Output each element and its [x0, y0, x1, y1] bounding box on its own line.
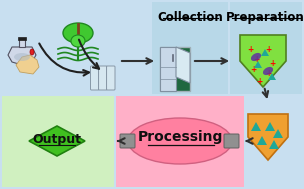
Ellipse shape: [263, 67, 273, 75]
Ellipse shape: [63, 23, 93, 43]
Polygon shape: [29, 126, 85, 156]
FancyBboxPatch shape: [246, 96, 302, 187]
Text: +: +: [265, 70, 271, 78]
Polygon shape: [251, 122, 261, 131]
Text: Collection: Collection: [157, 11, 223, 24]
Polygon shape: [269, 140, 279, 149]
Text: +: +: [250, 64, 256, 74]
Polygon shape: [160, 47, 176, 91]
Polygon shape: [8, 47, 36, 65]
Ellipse shape: [30, 49, 34, 55]
Ellipse shape: [251, 53, 261, 61]
FancyBboxPatch shape: [98, 66, 107, 90]
Text: Preparation: Preparation: [226, 11, 304, 24]
FancyBboxPatch shape: [2, 2, 150, 94]
Text: +: +: [265, 44, 271, 53]
FancyBboxPatch shape: [116, 96, 244, 187]
FancyBboxPatch shape: [106, 66, 115, 90]
Polygon shape: [19, 39, 25, 47]
Bar: [18, 37, 26, 40]
Text: +: +: [269, 60, 275, 68]
Polygon shape: [16, 55, 39, 74]
Ellipse shape: [14, 53, 30, 61]
FancyBboxPatch shape: [120, 134, 135, 148]
Text: Processing: Processing: [137, 130, 223, 144]
Polygon shape: [240, 35, 286, 87]
Polygon shape: [254, 61, 262, 68]
Ellipse shape: [128, 118, 232, 164]
FancyBboxPatch shape: [91, 66, 99, 90]
Polygon shape: [273, 129, 283, 138]
FancyBboxPatch shape: [160, 47, 190, 91]
Text: +: +: [247, 44, 253, 53]
Polygon shape: [257, 136, 267, 145]
FancyBboxPatch shape: [2, 96, 114, 187]
Text: Output: Output: [33, 132, 81, 146]
FancyBboxPatch shape: [152, 2, 228, 94]
Polygon shape: [265, 122, 275, 131]
Text: +: +: [253, 54, 259, 64]
Text: +: +: [256, 77, 262, 87]
Polygon shape: [268, 73, 276, 80]
Polygon shape: [176, 47, 190, 83]
Polygon shape: [248, 114, 288, 160]
FancyBboxPatch shape: [230, 2, 302, 94]
FancyBboxPatch shape: [224, 134, 239, 148]
Ellipse shape: [71, 35, 85, 47]
Polygon shape: [261, 49, 269, 56]
